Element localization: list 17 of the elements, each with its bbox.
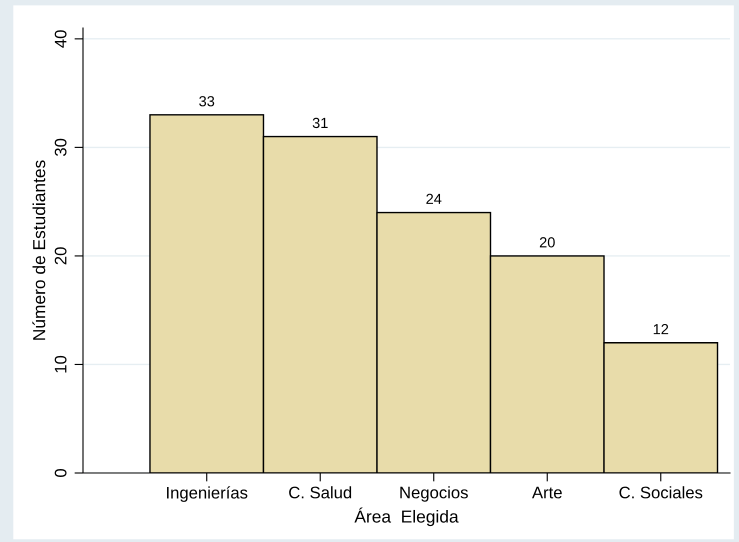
x-tick-label: Ingenierías (167, 486, 248, 502)
y-tick-label: 40 (54, 30, 67, 48)
data-label: 20 (540, 237, 555, 248)
x-tick-label: C. Salud (289, 486, 352, 498)
x-tick-label: Arte (532, 486, 562, 498)
data-label: 24 (426, 194, 442, 204)
data-label: 31 (312, 118, 328, 128)
y-tick-label: 30 (54, 138, 67, 156)
y-tick-label: 0 (54, 469, 67, 477)
x-tick-label: Negocios (400, 486, 468, 502)
data-label: 12 (654, 324, 668, 334)
data-label: 33 (199, 96, 214, 106)
y-axis-title: Número de Estudiantes (32, 160, 46, 340)
x-tick-label: C. Sociales (619, 486, 702, 498)
y-tick-label: 10 (54, 356, 67, 372)
x-axis-title: Área Elegida (354, 507, 459, 526)
y-tick-label: 20 (54, 247, 67, 264)
